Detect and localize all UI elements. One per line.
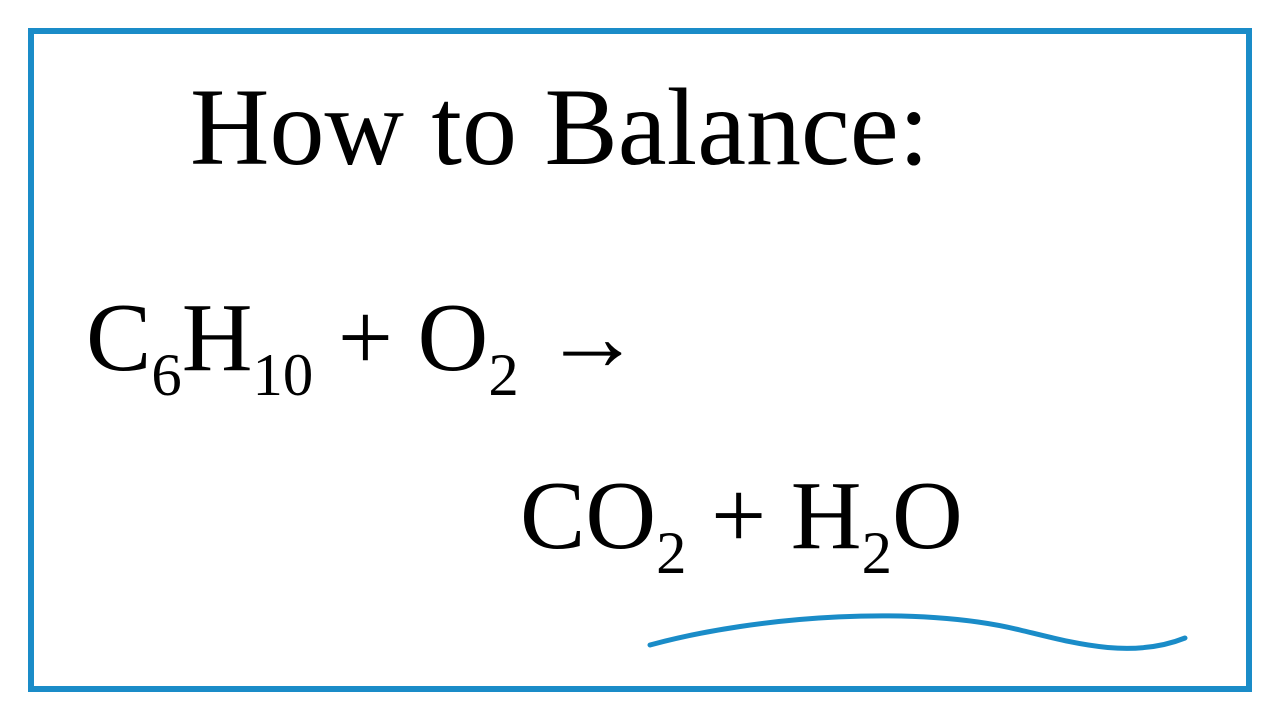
formula-text: C	[86, 284, 151, 392]
reaction-arrow: →	[543, 284, 641, 392]
formula-text: + O	[313, 284, 488, 392]
subscript: 2	[656, 520, 686, 587]
equation-reactants-line: C6H10 + O2 →	[86, 282, 641, 407]
formula-text: O	[892, 462, 963, 570]
title-text: How to Balance:	[190, 66, 929, 188]
subscript: 6	[151, 342, 181, 409]
formula-text: CO	[520, 462, 656, 570]
formula-text: H	[182, 284, 253, 392]
underline-swoosh	[640, 590, 1200, 670]
equation-products-line: CO2 + H2O	[520, 460, 963, 585]
formula-text: + H	[687, 462, 862, 570]
formula-text	[519, 284, 544, 392]
subscript: 2	[862, 520, 892, 587]
subscript: 10	[253, 342, 314, 409]
slide-title: How to Balance:	[190, 64, 929, 191]
subscript: 2	[488, 342, 518, 409]
